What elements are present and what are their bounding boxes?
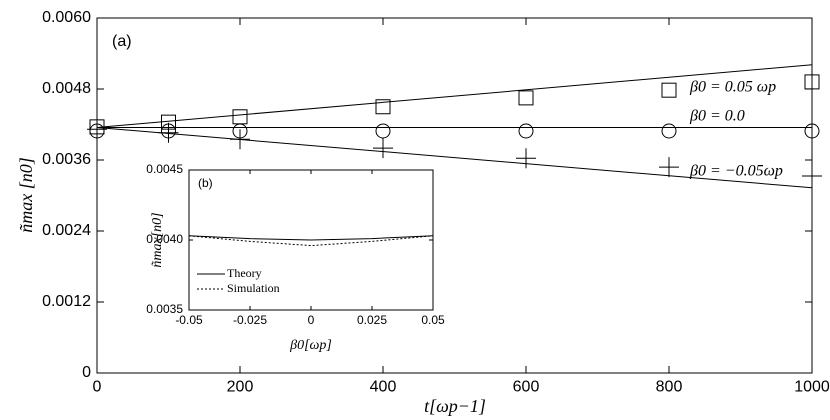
y-tick-label: 0 bbox=[82, 364, 91, 381]
x-tick-label: -0.025 bbox=[233, 313, 267, 327]
line-series bbox=[96, 64, 813, 128]
y-tick-label: 0.0048 bbox=[42, 80, 91, 97]
y-tick-label: 0.0024 bbox=[42, 222, 91, 239]
x-tick-label: 1000 bbox=[794, 379, 830, 396]
y-tick-label: 0.0012 bbox=[42, 293, 91, 310]
plus-marker bbox=[373, 138, 393, 159]
plus-marker bbox=[802, 165, 822, 186]
plus-marker bbox=[230, 129, 250, 150]
plus-marker bbox=[87, 119, 107, 140]
y-tick-label: 0.0036 bbox=[42, 151, 91, 168]
circle-marker bbox=[375, 123, 391, 139]
legend-label: Simulation bbox=[227, 281, 280, 295]
square-marker bbox=[804, 74, 820, 90]
x-tick-label: 0 bbox=[308, 313, 315, 327]
x-tick-label: 0 bbox=[93, 379, 102, 396]
square-marker bbox=[661, 82, 677, 98]
plus-marker bbox=[158, 122, 179, 143]
circle-marker bbox=[518, 123, 534, 139]
x-tick-label: 0.025 bbox=[357, 313, 387, 327]
x-axis-label: t[ωp−1] bbox=[424, 396, 486, 416]
annotation: (a) bbox=[112, 33, 132, 50]
square-marker bbox=[518, 90, 534, 106]
square-marker bbox=[375, 99, 391, 115]
y-axis-label: ñmax [n0] bbox=[16, 157, 36, 233]
circle-marker bbox=[804, 123, 820, 139]
plus-marker bbox=[659, 157, 679, 178]
x-axis-label: β0[ωp] bbox=[289, 338, 332, 353]
circle-marker bbox=[661, 123, 677, 139]
x-tick-label: 400 bbox=[370, 379, 397, 396]
line-series bbox=[188, 235, 434, 247]
line-series bbox=[96, 126, 813, 189]
annotation: β0 = 0.05 ωp bbox=[689, 79, 776, 96]
y-tick-label: 0.0060 bbox=[42, 9, 91, 26]
x-tick-label: -0.05 bbox=[175, 313, 203, 327]
x-tick-label: 800 bbox=[656, 379, 683, 396]
annotation: β0 = 0.0 bbox=[689, 108, 745, 125]
annotation: β0 = −0.05ωp bbox=[689, 163, 783, 180]
line-series bbox=[188, 235, 434, 241]
x-tick-label: 600 bbox=[513, 379, 540, 396]
plus-marker bbox=[516, 148, 536, 169]
y-tick-label: 0.0045 bbox=[146, 162, 183, 176]
x-tick-label: 0.05 bbox=[421, 313, 445, 327]
y-tick-label: 0.0040 bbox=[146, 232, 183, 246]
y-axis-label: ñmax[n0] bbox=[150, 212, 165, 267]
annotation: (b) bbox=[198, 176, 213, 190]
x-tick-label: 200 bbox=[227, 379, 254, 396]
y-tick-label: 0.0035 bbox=[146, 302, 183, 316]
legend-label: Theory bbox=[227, 266, 262, 280]
